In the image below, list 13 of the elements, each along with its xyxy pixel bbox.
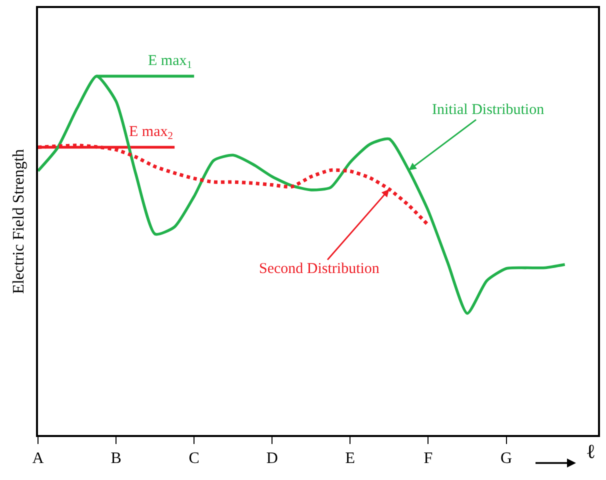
x-tick-label: B	[110, 450, 122, 467]
x-axis-title: ℓ	[586, 441, 596, 463]
x-tick-label: E	[345, 450, 356, 467]
y-axis-title: Electric Field Strength	[10, 149, 28, 294]
x-tick-label: G	[500, 450, 513, 467]
x-tick-label: A	[32, 450, 44, 467]
annotation: Second Distribution	[259, 261, 380, 277]
x-tick-label: C	[188, 450, 200, 467]
series-label: E max$_{1}$	[148, 53, 192, 72]
annotation: Initial Distribution	[432, 102, 545, 118]
series-label: E max$_{2}$	[129, 124, 173, 142]
x-tick-label: F	[424, 450, 433, 467]
x-tick-label: D	[266, 450, 278, 467]
